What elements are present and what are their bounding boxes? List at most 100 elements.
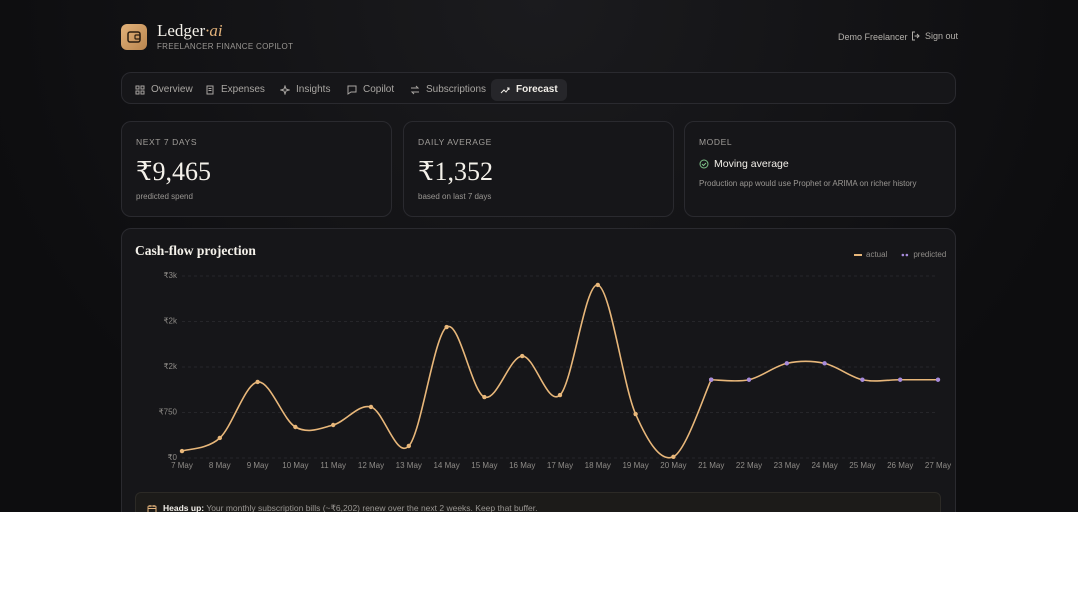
alert-label: Heads up: — [163, 503, 205, 512]
x-tick-label: 12 May — [358, 461, 384, 470]
user-name: Demo Freelancer — [838, 32, 908, 42]
tab-icon — [410, 85, 420, 95]
x-tick-label: 15 May — [471, 461, 497, 470]
data-point — [179, 448, 185, 454]
nav-tab[interactable]: Subscriptions — [401, 79, 495, 101]
x-tick-label: 19 May — [622, 461, 648, 470]
y-tick-label: ₹750 — [159, 408, 178, 417]
series-line — [181, 284, 712, 459]
x-tick-label: 22 May — [736, 461, 762, 470]
check-icon — [699, 159, 709, 169]
sign-out-icon — [912, 31, 920, 41]
data-point — [935, 377, 941, 382]
y-tick-label: ₹2k — [163, 317, 178, 326]
x-tick-label: 20 May — [660, 461, 686, 470]
model-name: Moving average — [714, 158, 789, 170]
x-tick-label: 24 May — [811, 461, 837, 470]
tab-icon — [280, 85, 290, 95]
x-tick-label: 7 May — [171, 461, 193, 470]
card-value: ₹9,465 — [136, 157, 212, 186]
data-point — [671, 454, 676, 459]
x-tick-label: 13 May — [396, 461, 422, 470]
sign-out-label: Sign out — [925, 31, 959, 41]
legend-label: predicted — [913, 250, 946, 259]
alert: Heads up: Your monthly subscription bill… — [135, 492, 941, 512]
alert-message: Your monthly subscription bills (~₹6,202… — [206, 503, 538, 512]
card-value: Moving average — [699, 158, 789, 170]
card-value: ₹1,352 — [418, 157, 494, 186]
data-point — [368, 404, 374, 410]
card-label: NEXT 7 DAYS — [136, 137, 198, 147]
data-point — [633, 411, 638, 417]
card-note: predicted spend — [136, 192, 193, 201]
tab-label: Insights — [296, 84, 331, 95]
tab-label: Subscriptions — [426, 84, 487, 95]
nav-tab[interactable]: Forecast — [491, 79, 567, 101]
y-tick-label: ₹2k — [163, 362, 178, 371]
x-tick-label: 10 May — [282, 461, 308, 470]
logo-icon — [127, 31, 141, 43]
x-tick-label: 14 May — [433, 461, 459, 470]
x-tick-label: 9 May — [247, 461, 269, 470]
x-tick-label: 17 May — [547, 461, 573, 470]
tab-icon — [206, 85, 214, 95]
data-point — [406, 443, 411, 449]
nav-bar: Overview Expenses Insights Copilot Subscript… — [121, 72, 956, 104]
sign-out[interactable]: Sign out — [911, 31, 958, 41]
brand-suffix: ·ai — [205, 21, 223, 40]
data-point — [860, 377, 865, 382]
tagline: FREELANCER FINANCE COPILOT — [157, 42, 294, 51]
nav-tab[interactable]: Insights — [271, 79, 339, 101]
data-point — [709, 377, 714, 382]
tab-label: Overview — [151, 84, 193, 95]
stat-card: MODEL Moving average Production app would … — [684, 121, 956, 217]
chart-panel: Cash-flow projection ₹0 ₹750 ₹2k ₹2k ₹3k 7 Ma… — [121, 228, 956, 512]
brand-name: Ledger — [157, 21, 206, 40]
data-point — [331, 422, 336, 428]
chart-title: Cash-flow projection — [135, 243, 256, 258]
stat-card: DAILY AVERAGE ₹1,352 based on last 7 days — [403, 121, 674, 217]
y-tick-label: ₹3k — [163, 271, 178, 280]
card-note: Production app would use Prophet or ARIM… — [699, 179, 917, 188]
x-tick-label: 8 May — [209, 461, 231, 470]
x-tick-label: 27 May — [925, 461, 951, 470]
data-point — [898, 377, 903, 382]
tab-icon — [347, 85, 357, 95]
legend-swatch — [901, 253, 905, 257]
data-point — [482, 394, 487, 400]
x-tick-label: 25 May — [849, 461, 875, 470]
tab-icon — [135, 85, 145, 95]
data-point — [520, 353, 525, 359]
x-tick-label: 26 May — [887, 461, 913, 470]
data-point — [444, 324, 449, 330]
tab-icon — [500, 87, 510, 94]
card-label: DAILY AVERAGE — [418, 137, 492, 147]
data-point — [293, 424, 298, 430]
app: Ledger·ai FREELANCER FINANCE COPILOT Dem… — [0, 0, 1078, 512]
data-point — [746, 377, 752, 382]
card-label: MODEL — [699, 137, 733, 147]
data-point — [784, 361, 789, 366]
stat-card: NEXT 7 DAYS ₹9,465 predicted spend — [121, 121, 392, 217]
nav-tab[interactable]: Overview — [126, 79, 202, 101]
alert-text: Heads up: Your monthly subscription bill… — [163, 503, 538, 512]
y-tick-label: ₹0 — [167, 453, 177, 462]
x-tick-label: 23 May — [774, 461, 800, 470]
x-tick-label: 21 May — [698, 461, 724, 470]
card-note: based on last 7 days — [418, 192, 492, 201]
x-tick-label: 11 May — [320, 461, 346, 470]
nav-tab[interactable]: Copilot — [338, 79, 403, 101]
legend-label: actual — [866, 250, 888, 259]
nav-tab[interactable]: Expenses — [196, 79, 274, 101]
tab-label: Copilot — [363, 84, 395, 95]
x-tick-label: 18 May — [585, 461, 611, 470]
data-point — [595, 282, 600, 288]
logo — [121, 24, 147, 50]
tab-label: Expenses — [221, 84, 265, 95]
brand: Ledger·ai — [157, 21, 223, 41]
x-tick-label: 16 May — [509, 461, 535, 470]
data-point — [217, 435, 222, 441]
alert-icon — [147, 505, 157, 512]
chart: Cash-flow projection ₹0 ₹750 ₹2k ₹2k ₹3k 7 Ma… — [135, 243, 951, 470]
data-point — [557, 392, 563, 398]
